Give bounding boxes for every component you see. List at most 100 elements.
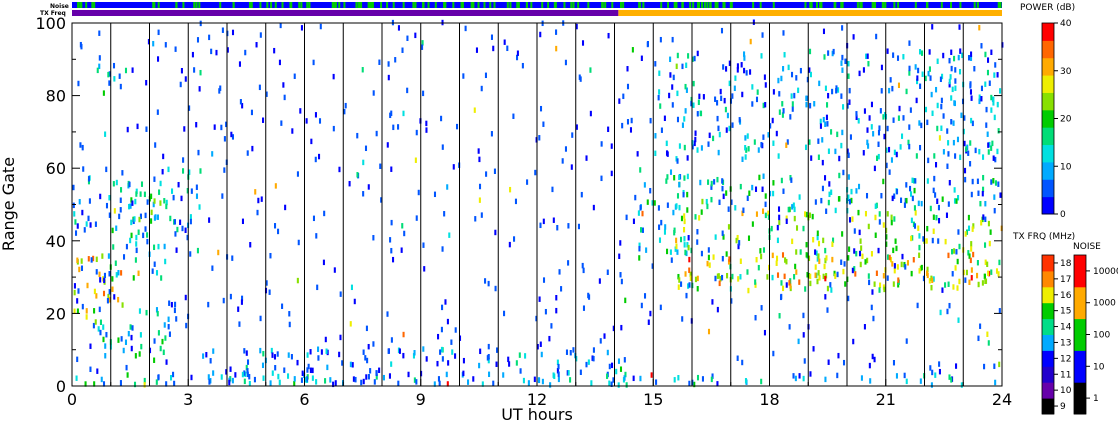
echo-cell (687, 53, 690, 59)
x-tick-label: 12 (527, 390, 547, 409)
echo-cell (119, 207, 122, 213)
echo-cell (99, 319, 102, 325)
echo-cell (349, 321, 352, 327)
echo-cell (882, 273, 885, 279)
echo-cell (993, 72, 996, 78)
echo-cell (846, 148, 849, 154)
echo-cell (862, 67, 865, 73)
echo-cell (883, 286, 886, 293)
echo-cell (897, 115, 900, 121)
echo-cell (73, 211, 76, 217)
y-axis-label: Range Gate (0, 157, 18, 251)
echo-cell (952, 120, 955, 126)
echo-cell (789, 114, 792, 120)
echo-cell (718, 280, 721, 287)
echo-cell (769, 190, 772, 197)
echo-cell (913, 187, 916, 194)
echo-cell (693, 381, 696, 388)
echo-cell (293, 380, 296, 387)
echo-cell (135, 247, 138, 254)
echo-cell (730, 199, 733, 205)
echo-cell (984, 200, 987, 207)
echo-cell (822, 273, 825, 280)
echo-cell (685, 250, 688, 257)
echo-cell (848, 99, 851, 105)
echo-cell (629, 127, 633, 133)
echo-cell (918, 244, 921, 251)
noise-bar-fleck (660, 2, 663, 8)
noise-bar-fleck (976, 2, 979, 8)
echo-cell (592, 355, 595, 362)
echo-cell (158, 189, 161, 195)
echo-cell (117, 337, 120, 343)
echo-cell (160, 275, 163, 281)
colorbar-swatch (1042, 398, 1054, 415)
echo-cell (851, 267, 854, 274)
noise-bar-fleck (703, 2, 706, 8)
echo-cell (271, 370, 274, 376)
echo-cell (779, 294, 783, 301)
echo-cell (938, 368, 941, 375)
echo-cell (959, 48, 962, 54)
echo-cell (949, 74, 952, 80)
echo-cell (979, 200, 982, 207)
echo-cell (516, 54, 519, 61)
echo-cell (539, 222, 542, 229)
echo-cell (984, 278, 987, 284)
echo-cell (557, 376, 560, 383)
echo-cell (654, 61, 657, 67)
echo-cell (108, 271, 111, 277)
echo-cell (777, 153, 780, 159)
echo-cell (886, 48, 889, 54)
echo-cell (863, 324, 866, 330)
echo-cell (154, 142, 157, 148)
echo-cell (551, 186, 554, 193)
echo-cell (97, 326, 100, 332)
echo-cell (937, 204, 940, 211)
echo-cell (935, 86, 938, 93)
echo-cell (948, 78, 951, 85)
echo-cell (762, 247, 766, 253)
echo-cell (847, 295, 850, 302)
echo-cell (785, 142, 788, 148)
echo-cell (722, 234, 725, 240)
noise-bar-fleck (506, 2, 509, 8)
echo-cell (209, 358, 212, 364)
echo-cell (932, 187, 935, 194)
echo-cell (76, 257, 79, 263)
echo-cell (640, 302, 643, 309)
echo-cell (847, 152, 850, 158)
echo-cell (939, 309, 942, 316)
echo-cell (619, 272, 622, 278)
echo-cell (581, 40, 585, 46)
noise-bar-fleck (714, 2, 717, 8)
noise-bar-fleck (893, 2, 896, 8)
echo-cell (153, 176, 156, 182)
echo-cell (215, 49, 218, 56)
echo-cell (238, 61, 241, 67)
echo-cell (854, 271, 857, 277)
echo-cell (797, 87, 800, 94)
echo-cell (133, 216, 136, 222)
echo-cell (760, 253, 763, 260)
echo-cell (868, 362, 871, 369)
noise-bar-fleck (730, 2, 733, 8)
echo-cell (858, 250, 862, 257)
echo-cell (941, 196, 944, 202)
echo-cell (682, 191, 685, 198)
echo-cell (722, 193, 725, 200)
echo-cell (895, 245, 898, 252)
noise-bar-fleck (809, 2, 812, 8)
echo-cell (928, 49, 931, 55)
echo-cell (986, 331, 989, 337)
echo-cell (882, 178, 885, 185)
echo-cell (119, 197, 122, 203)
echo-cell (821, 137, 824, 143)
echo-cell (971, 178, 974, 185)
echo-cell (825, 273, 828, 279)
echo-cell (769, 123, 772, 129)
echo-cell (87, 178, 91, 185)
echo-cell (480, 85, 483, 92)
echo-cell (485, 171, 488, 177)
echo-cell (112, 244, 115, 250)
